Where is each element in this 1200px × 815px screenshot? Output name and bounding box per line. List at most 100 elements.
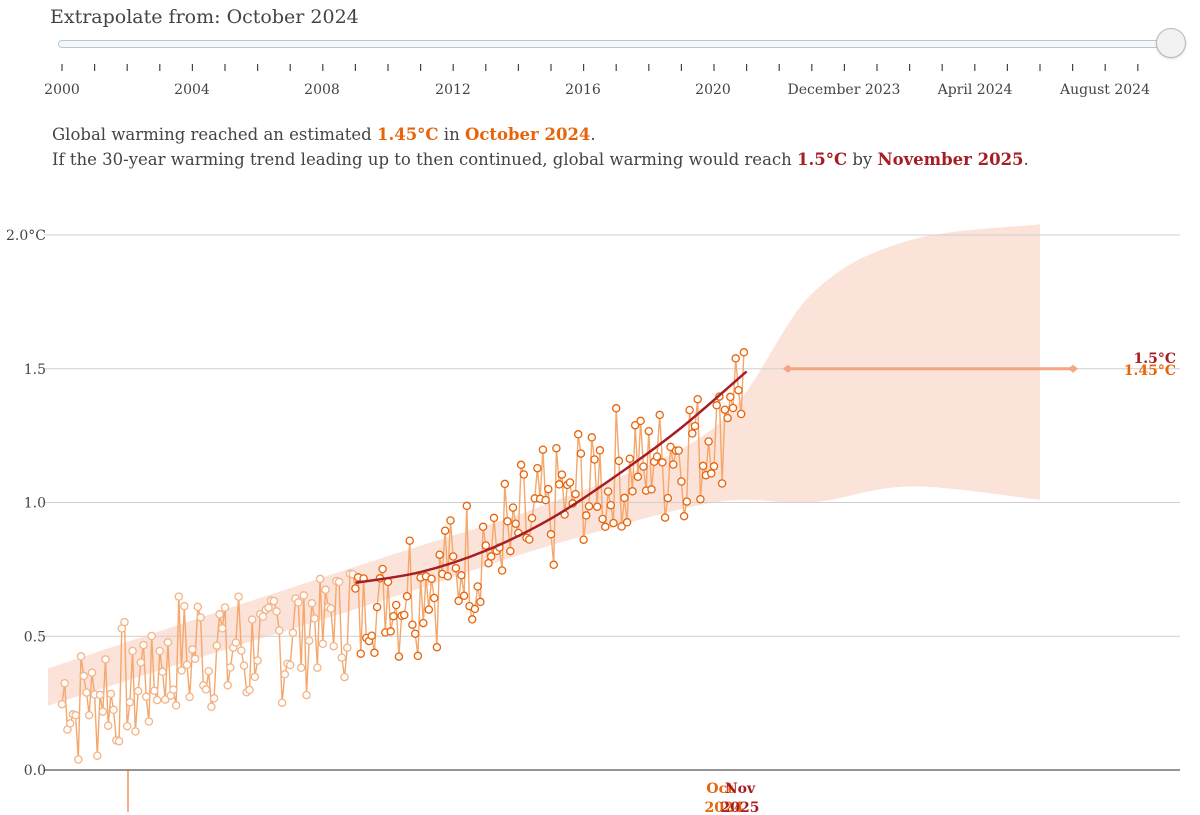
slider-label-2012[interactable]: 2012 <box>435 82 471 98</box>
data-point <box>484 558 493 568</box>
slider-label-2004[interactable]: 2004 <box>174 82 210 98</box>
data-point <box>410 629 420 638</box>
data-point <box>429 593 439 603</box>
data-point <box>402 592 412 601</box>
data-point <box>734 385 743 395</box>
data-point <box>272 607 281 616</box>
data-point <box>704 437 713 446</box>
data-point <box>367 631 376 640</box>
data-point <box>250 672 260 682</box>
summary-line-2-mid: by <box>847 150 878 169</box>
data-point <box>193 602 203 612</box>
data-point <box>87 668 97 677</box>
data-point <box>315 574 325 584</box>
data-point <box>500 479 510 489</box>
data-point <box>544 484 553 494</box>
data-point <box>57 699 67 709</box>
slider-label-2000[interactable]: 2000 <box>44 82 80 98</box>
data-point <box>296 663 306 673</box>
data-point <box>557 470 567 479</box>
data-point <box>726 392 735 402</box>
y-tick-labels: 0.0 0.5 1.0 1.5 2.0°C <box>6 228 46 779</box>
data-point <box>481 541 491 550</box>
data-point <box>462 501 472 511</box>
data-point <box>285 660 295 670</box>
data-point <box>693 394 702 404</box>
data-point <box>736 409 746 419</box>
data-point <box>584 501 594 511</box>
data-point <box>101 655 110 664</box>
data-point <box>486 552 496 561</box>
data-point <box>204 666 213 676</box>
data-point <box>378 564 387 574</box>
data-point <box>136 658 146 667</box>
data-point <box>525 535 534 544</box>
data-point <box>614 456 624 466</box>
data-point <box>74 755 83 764</box>
data-point <box>152 695 162 705</box>
slider-label-2016[interactable]: 2016 <box>565 82 601 98</box>
trend-curve <box>355 370 748 584</box>
data-point <box>76 652 86 661</box>
slider-label-2020[interactable]: 2020 <box>695 82 731 98</box>
data-point <box>239 661 249 670</box>
slider-label-2008[interactable]: 2008 <box>304 82 340 98</box>
data-point <box>459 591 469 601</box>
data-point <box>590 455 599 464</box>
y-tick-label: 0.0 <box>24 763 46 779</box>
data-point <box>343 643 352 652</box>
data-point <box>489 513 499 523</box>
slider-label-dec-2023[interactable]: December 2023 <box>788 82 901 98</box>
data-point <box>356 649 366 658</box>
data-point <box>313 663 322 672</box>
data-point <box>658 458 667 467</box>
data-point <box>669 460 678 469</box>
data-point <box>633 472 643 482</box>
data-point <box>688 429 697 438</box>
data-point <box>247 615 257 624</box>
data-point <box>660 513 670 522</box>
data-point <box>120 617 129 627</box>
data-point <box>177 666 186 675</box>
data-point <box>625 454 635 463</box>
data-point <box>622 518 632 527</box>
data-point <box>264 603 273 612</box>
monthly-anomaly-series <box>57 348 749 812</box>
data-point <box>413 651 423 661</box>
data-point <box>122 721 132 731</box>
slider-label-aug-2024[interactable]: August 2024 <box>1059 82 1150 98</box>
data-point <box>454 596 463 606</box>
date-slider-handle[interactable] <box>1156 28 1186 58</box>
data-point <box>220 603 230 612</box>
data-point <box>739 348 749 357</box>
data-point <box>218 624 227 633</box>
data-point <box>432 642 442 652</box>
data-point <box>258 612 268 621</box>
summary-line-1-suffix: . <box>590 125 596 144</box>
data-point <box>663 493 673 503</box>
data-point <box>174 592 184 601</box>
data-point <box>389 611 398 621</box>
data-point <box>302 690 311 700</box>
data-point <box>394 652 404 661</box>
data-point <box>682 497 692 506</box>
current-warming-date: October 2024 <box>464 125 591 144</box>
data-point <box>630 420 640 430</box>
current-value-label: 1.45°C <box>1124 363 1176 379</box>
data-point <box>370 648 379 658</box>
slider-label-apr-2024[interactable]: April 2024 <box>937 82 1013 98</box>
data-point <box>196 613 205 622</box>
x-marker-month-oct: Oct <box>706 781 734 797</box>
date-slider-track[interactable] <box>58 40 1172 48</box>
data-point <box>340 672 349 682</box>
data-point <box>310 614 319 623</box>
data-point <box>109 705 118 715</box>
data-point <box>318 639 328 649</box>
data-point <box>728 403 738 413</box>
data-point <box>565 478 575 487</box>
data-point <box>237 646 246 655</box>
data-point <box>470 604 480 614</box>
data-point <box>674 446 683 455</box>
data-point <box>446 516 455 525</box>
data-point <box>131 727 140 736</box>
